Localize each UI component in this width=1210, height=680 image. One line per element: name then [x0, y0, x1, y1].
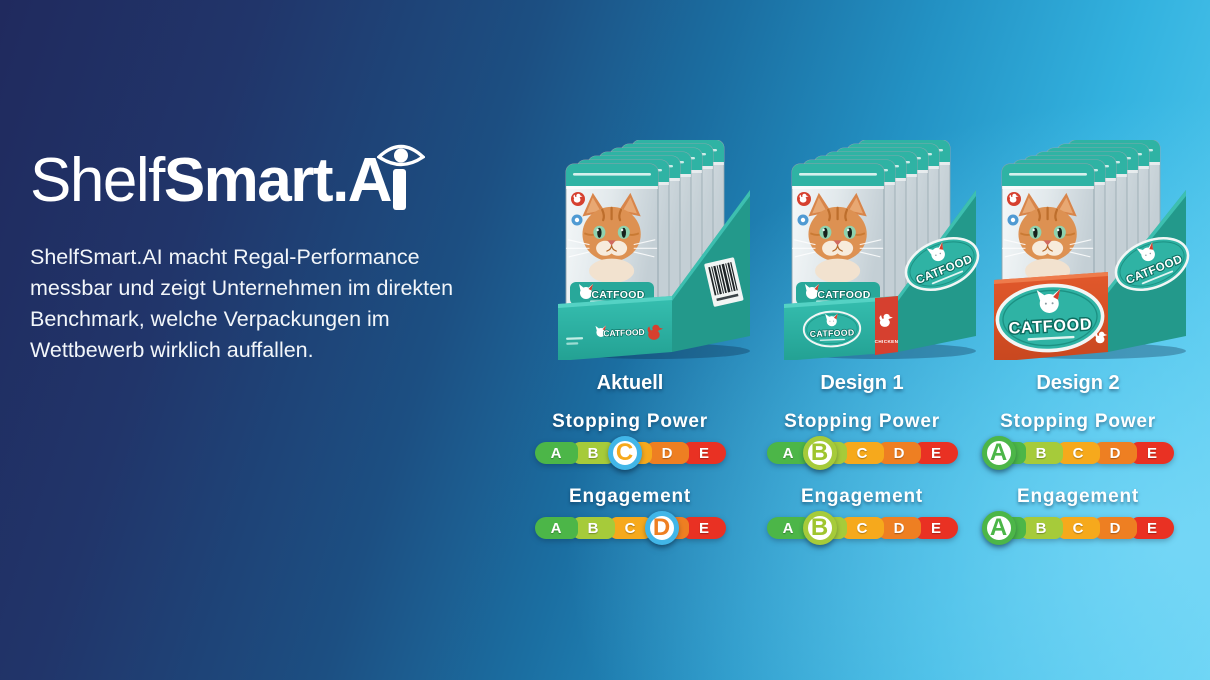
metric-label: Engagement: [568, 486, 692, 507]
product-label-aktuell: Aktuell: [596, 372, 664, 394]
scale-segment-e: E: [1130, 442, 1174, 464]
scale-segment-e: E: [682, 442, 726, 464]
grade-badge: D: [644, 511, 679, 545]
grade-badge: B: [802, 511, 837, 545]
scale-segment-e: E: [914, 517, 958, 539]
product-column-aktuell: CATFOOD Aktuell Stopping Power A B C D E…: [520, 0, 750, 545]
scale-segment-a: A: [766, 442, 810, 464]
scale-segment-d: D: [1093, 517, 1137, 539]
metric-stopping-power: Stopping Power A B C D E A: [968, 411, 1188, 470]
cat-head-logo-icon: [595, 325, 606, 337]
scale-segment-b: B: [1019, 517, 1063, 539]
grade-scale: A B C D E B: [766, 511, 958, 545]
intro-line: Wettbewerb wirklich auffallen.: [30, 337, 314, 362]
product-image-design1: CHICKEN: [784, 140, 985, 360]
scale-segment-d: D: [645, 442, 689, 464]
grade-scale: A B C D E A: [981, 511, 1174, 545]
logo-text-smart: Smart.A: [163, 146, 393, 215]
scale-segment-e: E: [914, 442, 958, 464]
product-column-design1: CHICKEN Design 1 Stopping Power A B C D …: [752, 0, 985, 545]
scale-segment-c: C: [1056, 517, 1100, 539]
scale-segment-d: D: [1093, 442, 1137, 464]
scale-segment-e: E: [1130, 517, 1174, 539]
eye-icon: [377, 144, 426, 167]
logo-letter-i: [377, 144, 426, 212]
scale-segment-b: B: [571, 442, 615, 464]
metric-stopping-power: Stopping Power A B C D E C: [520, 411, 740, 470]
product-image-design2: [993, 140, 1195, 360]
product-label-design1: Design 1: [820, 372, 904, 394]
intro-line: ShelfSmart.AI macht Regal-Performance: [30, 245, 420, 269]
scale-segment-c: C: [1056, 442, 1100, 464]
grade-scale: A B C D E C: [534, 436, 726, 470]
box-front-lip: [558, 296, 672, 360]
scale-segment-d: D: [877, 442, 921, 464]
intro-line: Benchmark, welche Verpackungen im: [30, 306, 390, 331]
intro-paragraph: ShelfSmart.AI macht Regal-Performance me…: [30, 242, 520, 366]
product-image-aktuell: CATFOOD: [558, 140, 750, 360]
scale-segment-a: A: [534, 442, 578, 464]
scale-segment-a: A: [534, 517, 578, 539]
grade-badge: A: [981, 436, 1016, 470]
scale-segment-c: C: [840, 442, 884, 464]
metric-engagement: Engagement A B C D E D: [520, 486, 740, 545]
chicken-label-text: CHICKEN: [875, 339, 899, 344]
lip-brand-text: CATFOOD: [603, 327, 645, 338]
metric-engagement: Engagement A B C D E A: [968, 486, 1188, 545]
product-column-design2: Design 2 Stopping Power A B C D E A Enga…: [968, 0, 1195, 545]
scale-segment-c: C: [608, 517, 652, 539]
metric-label: Engagement: [800, 486, 924, 507]
scale-segment-e: E: [682, 517, 726, 539]
metric-label: Stopping Power: [784, 411, 940, 432]
scale-segment-c: C: [840, 517, 884, 539]
metric-label: Stopping Power: [1000, 411, 1156, 432]
metric-stopping-power: Stopping Power A B C D E B: [752, 411, 972, 470]
grade-badge: A: [981, 511, 1016, 545]
metric-engagement: Engagement A B C D E B: [752, 486, 972, 545]
logo-text-shelf: Shelf: [30, 146, 165, 215]
grade-scale: A B C D E D: [534, 511, 726, 545]
grade-scale: A B C D E A: [981, 436, 1174, 470]
intro-section: Shelf Smart.A ShelfSmart.AI macht Regal-…: [30, 144, 520, 366]
metric-label: Stopping Power: [552, 411, 708, 432]
logo-i-stem: [393, 169, 407, 210]
metric-label: Engagement: [1016, 486, 1140, 507]
intro-line: messbar und zeigt Unternehmen im direkte…: [30, 275, 454, 300]
shelfsmart-logo: Shelf Smart.A: [30, 144, 520, 215]
grade-badge: B: [802, 436, 837, 470]
grade-badge: C: [607, 436, 642, 470]
scale-segment-b: B: [1019, 442, 1063, 464]
scale-segment-d: D: [877, 517, 921, 539]
scale-segment-b: B: [571, 517, 615, 539]
grade-scale: A B C D E B: [766, 436, 958, 470]
product-label-design2: Design 2: [1036, 372, 1120, 394]
scale-segment-a: A: [766, 517, 810, 539]
